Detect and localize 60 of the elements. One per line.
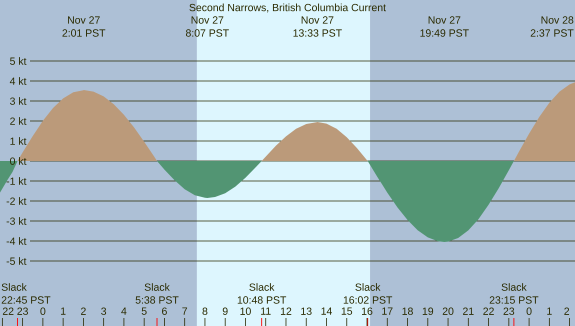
annotation: Slack — [502, 283, 527, 291]
annotation: Nov 27 — [302, 16, 334, 24]
x-tick-label: 9 — [222, 308, 228, 315]
x-tick-label: 11 — [261, 308, 271, 315]
annotation: Slack — [144, 283, 170, 291]
x-tick-label: 1 — [61, 308, 66, 315]
annotation: Slack — [2, 283, 27, 291]
x-tick-label: 20 — [442, 308, 454, 315]
x-tick-label: 17 — [382, 308, 393, 315]
x-tick-label: 6 — [162, 308, 167, 315]
annotation: 16:02 PST — [344, 296, 392, 304]
x-tick-label: 23 — [504, 308, 514, 315]
x-tick-label: 13 — [301, 308, 312, 315]
y-tick-label: -2 kt — [6, 197, 26, 205]
x-tick-label: 7 — [182, 308, 188, 315]
annotation: 22:45 PST — [2, 296, 50, 304]
annotation: 13:33 PST — [293, 29, 342, 37]
x-tick-label: 2 — [81, 308, 86, 315]
x-tick-label: 5 — [142, 308, 147, 315]
annotation: 19:49 PST — [420, 29, 469, 37]
annotation: 2:37 PST — [530, 29, 574, 37]
x-tick-label: 19 — [422, 308, 434, 315]
x-tick-label: 4 — [121, 308, 127, 315]
x-tick-label: 21 — [463, 308, 474, 315]
y-tick-label: -5 kt — [6, 257, 26, 265]
x-tick-label: 23 — [17, 308, 28, 315]
x-tick-label: 18 — [402, 308, 413, 315]
annotation: 10:48 PST — [238, 296, 286, 304]
annotation: Slack — [249, 283, 274, 291]
y-tick-label: -3 kt — [6, 217, 26, 225]
y-tick-label: 3 kt — [10, 97, 26, 105]
annotation: 5:38 PST — [136, 296, 179, 304]
y-tick-label: 4 kt — [10, 77, 26, 85]
x-tick-label: 14 — [321, 308, 332, 315]
x-tick-label: 12 — [280, 308, 292, 315]
x-tick-label: 15 — [342, 308, 352, 315]
annotation: Nov 27 — [68, 16, 100, 24]
x-tick-label: 22 — [2, 308, 14, 315]
y-tick-label: -4 kt — [6, 237, 26, 245]
annotation: 8:07 PST — [186, 29, 229, 37]
x-tick-label: 2 — [564, 308, 570, 315]
x-tick-label: 16 — [362, 308, 372, 315]
x-tick-label: 22 — [483, 308, 494, 315]
chart-title: Second Narrows, British Columbia Current — [189, 4, 386, 12]
x-tick-label: 3 — [101, 308, 106, 315]
annotation: Nov 28 — [542, 16, 574, 24]
y-tick-label: 5 kt — [10, 57, 26, 65]
y-tick-label: 2 kt — [10, 117, 26, 125]
annotation: Slack — [355, 283, 380, 291]
x-tick-label: 1 — [547, 308, 552, 315]
x-tick-label: 8 — [202, 308, 208, 315]
annotation: Nov 27 — [192, 16, 224, 24]
x-tick-label: 0 — [526, 308, 532, 315]
x-tick-label: 0 — [40, 308, 46, 315]
x-tick-label: 10 — [240, 308, 251, 315]
y-tick-label: -1 kt — [6, 177, 26, 185]
annotation: Nov 27 — [428, 16, 460, 24]
annotation: 23:15 PST — [490, 296, 538, 304]
annotation: 2:01 PST — [62, 29, 106, 37]
y-tick-label: 1 kt — [10, 137, 26, 145]
